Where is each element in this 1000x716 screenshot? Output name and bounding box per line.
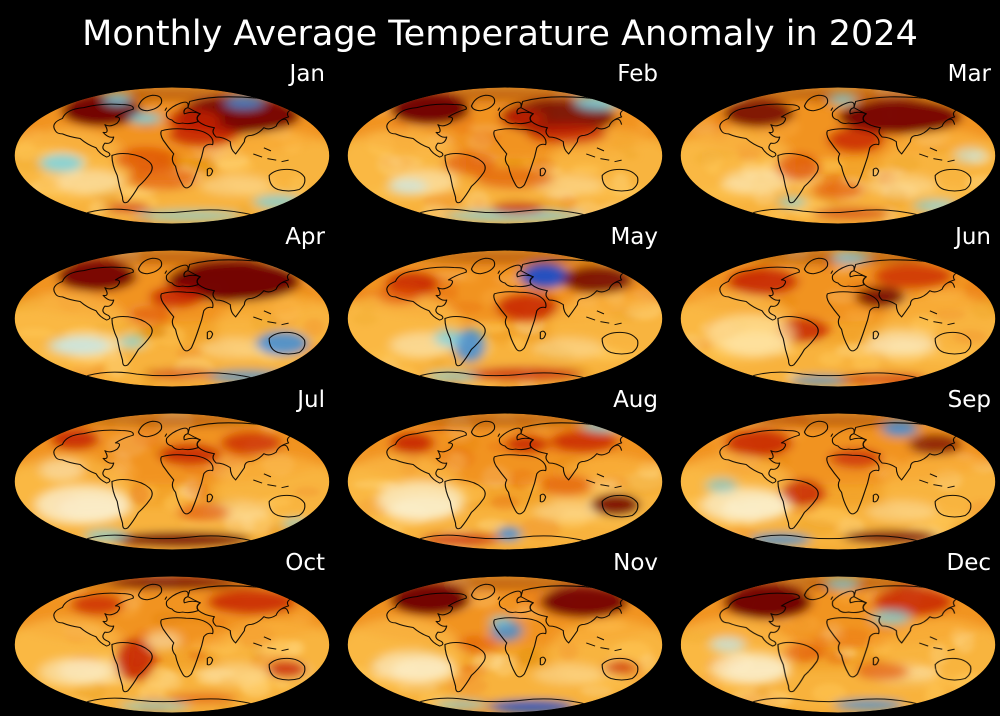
map-cell-aug: Aug (346, 388, 664, 551)
month-label: Jan (289, 61, 325, 87)
map-cell-nov: Nov (346, 551, 664, 714)
world-map-jul (13, 412, 331, 551)
world-map-nov (346, 575, 664, 714)
month-label: May (610, 224, 658, 250)
continent-outlines (53, 583, 318, 707)
month-label: Feb (617, 61, 658, 87)
month-label: Nov (613, 550, 658, 576)
month-label: Dec (946, 550, 991, 576)
map-grid: Jan Feb Mar Apr May Jun Jul Aug Sep Oct (0, 62, 1000, 714)
world-map-dec (679, 575, 997, 714)
map-cell-dec: Dec (679, 551, 997, 714)
world-map-oct (13, 575, 331, 714)
map-cell-apr: Apr (13, 225, 331, 388)
month-label: Mar (947, 61, 991, 87)
map-cell-mar: Mar (679, 62, 997, 225)
world-map-feb (346, 86, 664, 225)
world-map-may (346, 249, 664, 388)
anomaly-blobs (14, 576, 330, 713)
map-cell-jan: Jan (13, 62, 331, 225)
month-label: Apr (285, 224, 325, 250)
month-label: Jun (955, 224, 991, 250)
anomaly-blobs (680, 87, 996, 224)
anomaly-blobs (14, 87, 330, 224)
month-label: Jul (297, 387, 325, 413)
map-cell-may: May (346, 225, 664, 388)
month-label: Oct (285, 550, 325, 576)
world-map-apr (13, 249, 331, 388)
continent-outlines (386, 94, 651, 218)
page-title: Monthly Average Temperature Anomaly in 2… (82, 14, 918, 54)
continent-outlines (386, 583, 651, 707)
anomaly-blobs (347, 87, 663, 224)
anomaly-blobs (14, 413, 330, 550)
anomaly-blobs (347, 413, 663, 550)
world-map-mar (679, 86, 997, 225)
continent-outlines (386, 257, 651, 381)
map-cell-jun: Jun (679, 225, 997, 388)
continent-outlines (53, 94, 318, 218)
anomaly-blobs (347, 250, 663, 387)
map-cell-feb: Feb (346, 62, 664, 225)
world-map-jan (13, 86, 331, 225)
month-label: Sep (947, 387, 991, 413)
anomaly-blobs (680, 576, 996, 713)
world-map-aug (346, 412, 664, 551)
anomaly-blobs (14, 250, 330, 387)
map-cell-sep: Sep (679, 388, 997, 551)
month-label: Aug (613, 387, 658, 413)
anomaly-blobs (680, 250, 996, 387)
map-cell-jul: Jul (13, 388, 331, 551)
anomaly-blobs (680, 413, 996, 550)
world-map-jun (679, 249, 997, 388)
map-cell-oct: Oct (13, 551, 331, 714)
world-map-sep (679, 412, 997, 551)
anomaly-blobs (347, 576, 663, 713)
